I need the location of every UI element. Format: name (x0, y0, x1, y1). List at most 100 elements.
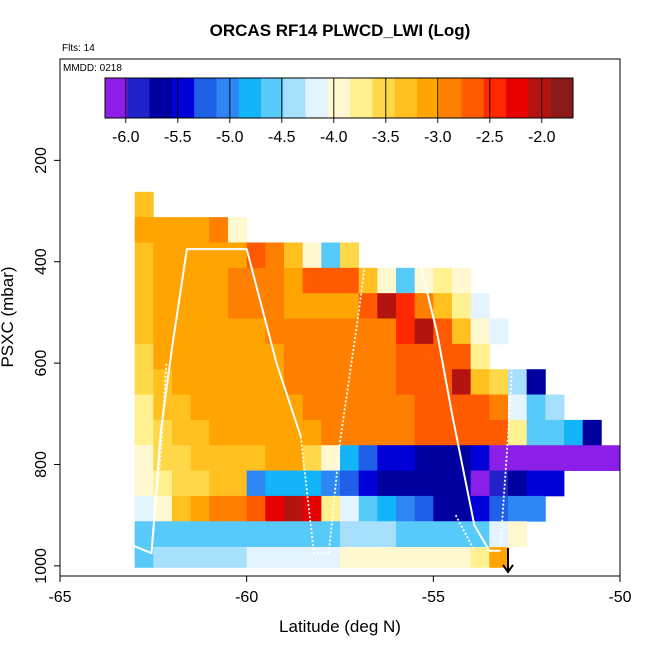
heatmap-cell (228, 217, 248, 243)
heatmap-cell (508, 470, 528, 497)
colorbar-tick-label: -3.0 (424, 129, 452, 146)
heatmap-cell (433, 547, 453, 568)
x-tick-label: -65 (48, 589, 71, 606)
heatmap-cell (265, 293, 285, 319)
heatmap-cell (228, 495, 248, 522)
heatmap-cell (284, 293, 304, 319)
heatmap-cell (414, 394, 434, 421)
heatmap-cell (470, 419, 490, 446)
heatmap-cell (134, 419, 154, 446)
heatmap-cell (228, 293, 248, 319)
heatmap-cell (172, 495, 192, 522)
heatmap-cell (340, 495, 360, 522)
colorbar-tick-label: -4.5 (268, 129, 296, 146)
heatmap-cell (396, 267, 416, 294)
heatmap-cell (134, 191, 154, 218)
heatmap-cell (302, 495, 322, 522)
heatmap-cell (489, 521, 509, 547)
heatmap-cell (489, 394, 509, 421)
heatmap-cell (134, 470, 154, 497)
heatmap-cell (433, 419, 453, 446)
heatmap-cell (396, 369, 416, 395)
heatmap-cell (153, 242, 173, 269)
heatmap-cell (470, 394, 490, 421)
heatmap-cell (377, 343, 397, 370)
colorbar: -6.0 -5.5 -5.0 -4.5 -4.0 -3.5 -3.0 -2.5 -2.0 (104, 77, 574, 146)
heatmap-cell (172, 242, 192, 269)
heatmap-cell (190, 394, 210, 421)
heatmap-cell (526, 394, 546, 421)
heatmap-cell (153, 318, 173, 345)
heatmap-cell (265, 242, 285, 269)
colorbar-segments (104, 77, 574, 119)
heatmap-cell (246, 394, 266, 421)
heatmap-cell (545, 394, 565, 421)
heatmap-cell (209, 369, 229, 395)
heatmap-cell (284, 242, 304, 269)
heatmap-cell (190, 470, 210, 497)
heatmap-cell (153, 293, 173, 319)
track-segment-dotted (454, 514, 476, 552)
heatmap-cell (134, 394, 154, 421)
colorbar-segment (216, 78, 240, 118)
heatmap-cell (209, 394, 229, 421)
colorbar-segment (483, 78, 507, 118)
heatmap-cell (302, 419, 322, 446)
heatmap-cell (209, 343, 229, 370)
colorbar-tick-label: -4.0 (320, 129, 348, 146)
heatmap-cell (340, 293, 360, 319)
heatmap-cell (134, 369, 154, 395)
heatmap-cell (414, 547, 434, 568)
heatmap-cell (452, 369, 472, 395)
heatmap-cell (433, 470, 453, 497)
heatmap-cell (190, 343, 210, 370)
heatmap-cell (246, 267, 266, 294)
heatmap-cell (265, 521, 285, 547)
colorbar-segment (305, 78, 329, 118)
y-axis: 200 400 600 800 1000 (33, 147, 60, 584)
x-tick-label: -60 (235, 589, 258, 606)
heatmap-cell (340, 267, 360, 294)
heatmap-cell (377, 547, 397, 568)
heatmap-cell (377, 394, 397, 421)
heatmap-cell (246, 470, 266, 497)
heatmap-cell (209, 495, 229, 522)
colorbar-segment (550, 78, 574, 118)
heatmap-cell (284, 521, 304, 547)
date-label: MMDD: 0218 (63, 63, 122, 74)
heatmap-cell (377, 521, 397, 547)
heatmap-cell (209, 217, 229, 243)
heatmap-cell (321, 242, 341, 269)
arrow-head (502, 564, 514, 574)
heatmap-cell (396, 293, 416, 319)
heatmap-cell (377, 445, 397, 471)
heatmap-cell (190, 217, 210, 243)
heatmap-cell (246, 242, 266, 269)
heatmap-cell (358, 419, 378, 446)
heatmap-cell (358, 343, 378, 370)
heatmap-cell (526, 470, 546, 497)
heatmap-cell (433, 394, 453, 421)
heatmap-cell (414, 495, 434, 522)
heatmap-cell (433, 495, 453, 522)
heatmap-cell (396, 547, 416, 568)
colorbar-segment (283, 78, 307, 118)
heatmap-cell (433, 521, 453, 547)
heatmap-cell (433, 445, 453, 471)
heatmap-cell (321, 521, 341, 547)
x-tick-label: -50 (608, 589, 631, 606)
heatmap-cell (358, 470, 378, 497)
heatmap-cell (228, 470, 248, 497)
colorbar-ticks: -6.0 -5.5 -5.0 -4.5 -4.0 -3.5 -3.0 -2.5 -2.0 (112, 78, 556, 146)
heatmap-cell (172, 217, 192, 243)
heatmap-cell (302, 547, 322, 568)
heatmap-cell (564, 445, 584, 471)
colorbar-tick-label: -3.5 (372, 129, 400, 146)
heatmap-cell (134, 217, 154, 243)
heatmap-cell (190, 445, 210, 471)
heatmap-cell (228, 547, 248, 568)
heatmap-cell (134, 267, 154, 294)
colorbar-tick-label: -2.0 (528, 129, 556, 146)
heatmap-cell (228, 242, 248, 269)
heatmap-cell (302, 394, 322, 421)
